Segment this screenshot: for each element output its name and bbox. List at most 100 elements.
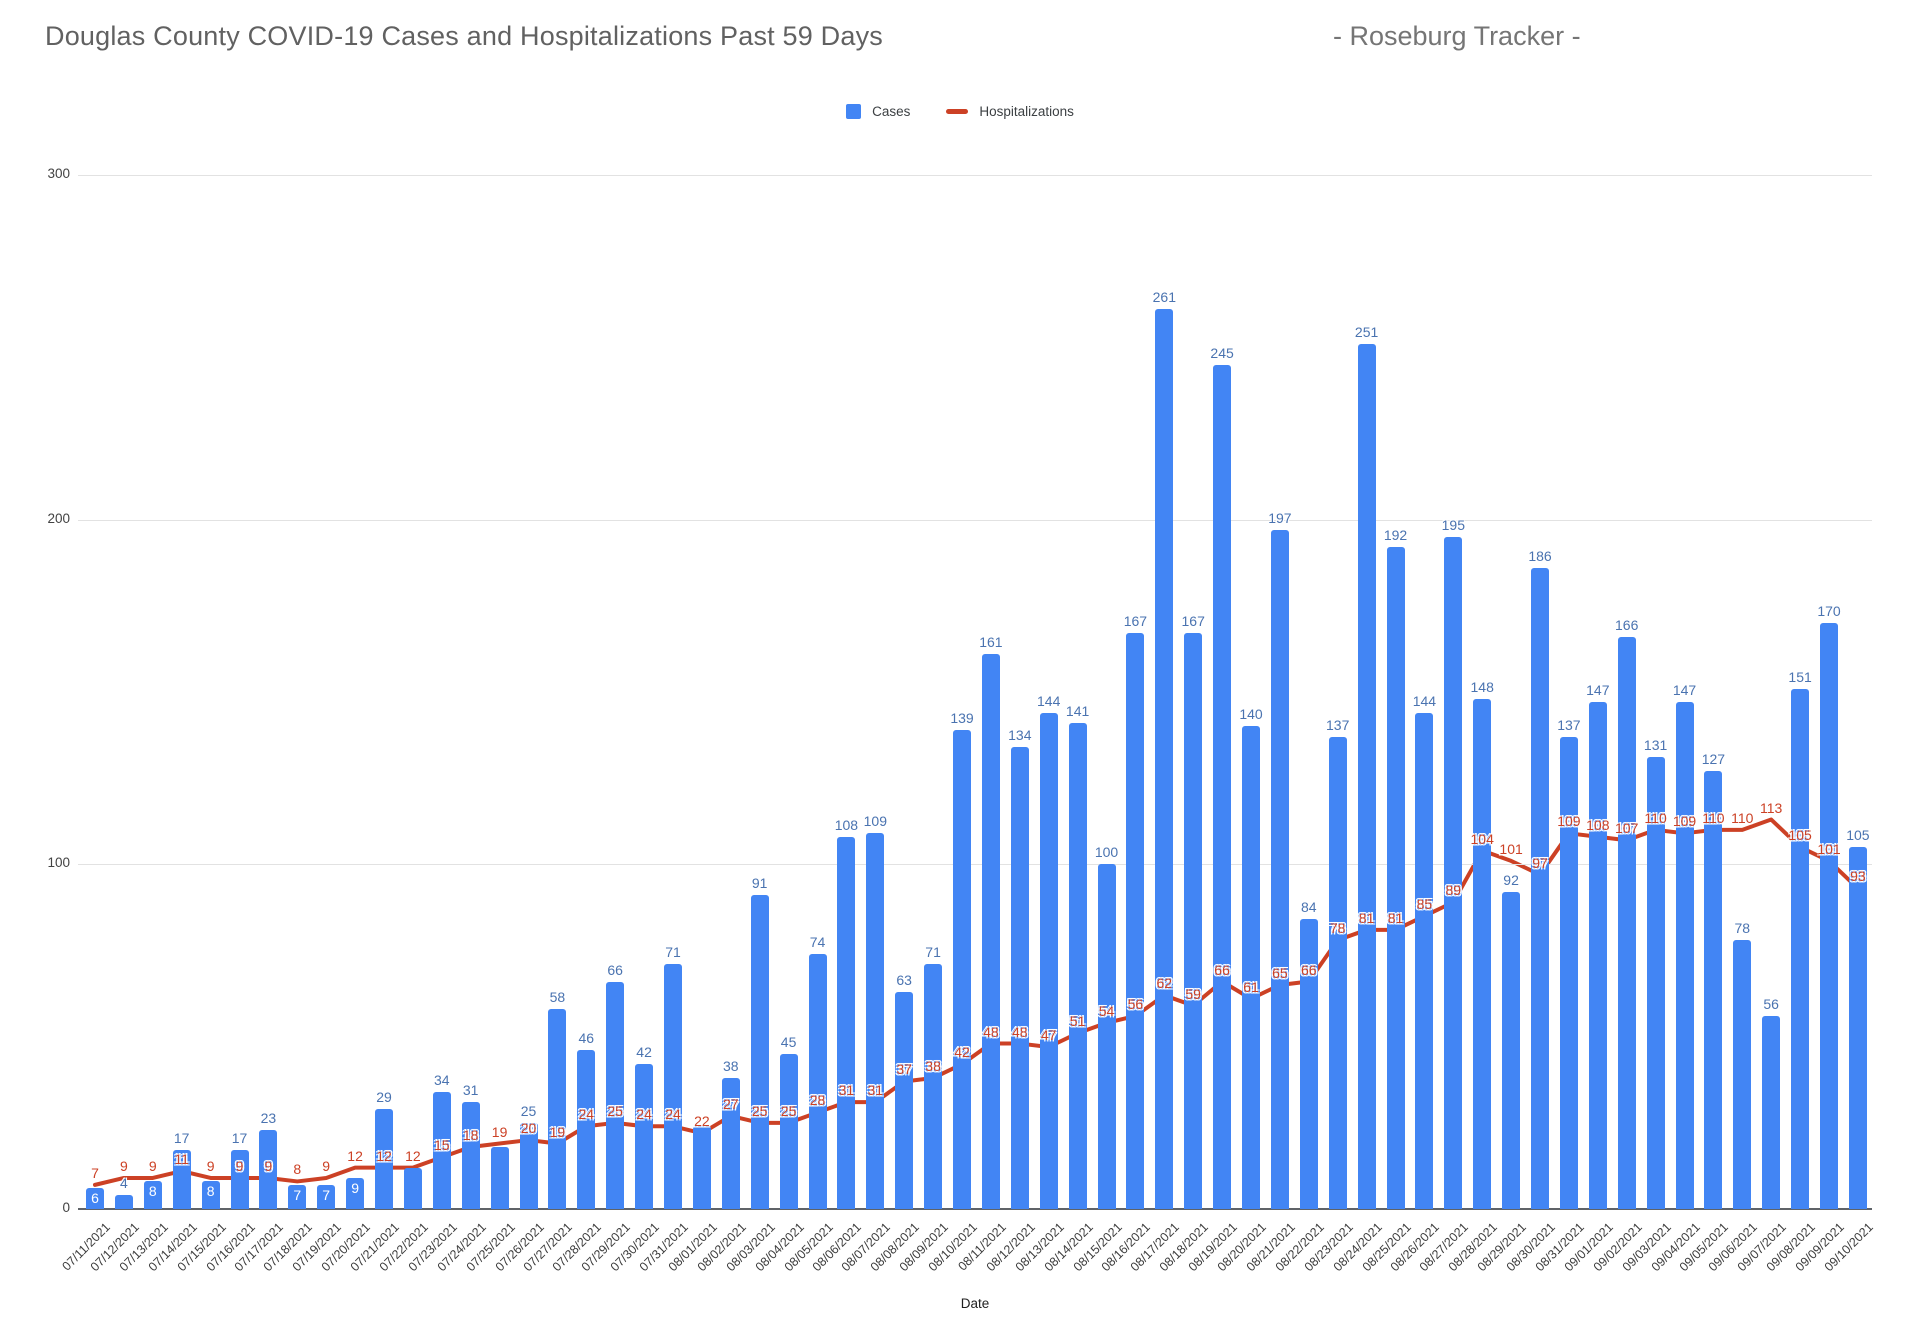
gridline: [78, 519, 1872, 521]
case-value-label: 197: [1268, 510, 1292, 526]
hospitalization-value-label: 37: [896, 1061, 912, 1078]
case-value-label: 7: [293, 1186, 302, 1203]
case-bar: [1646, 757, 1665, 1209]
case-value-label: 251: [1354, 323, 1379, 340]
case-value-label: 151: [1788, 668, 1812, 685]
hospitalization-value-label: 9: [322, 1157, 331, 1174]
case-bar: [1444, 536, 1463, 1209]
case-bar: [114, 1195, 133, 1209]
case-value-label: 139: [950, 709, 974, 726]
cases-swatch-icon: [846, 103, 862, 119]
case-value-label: 71: [925, 944, 941, 961]
case-value-label: 186: [1528, 547, 1552, 564]
case-bar: [143, 1181, 162, 1209]
hospitalization-value-label: 66: [1301, 961, 1317, 978]
hospitalizations-swatch-icon: [946, 108, 969, 114]
hospitalization-value-label: 28: [809, 1092, 826, 1109]
case-value-label: 84: [1301, 899, 1317, 916]
case-bar: [1848, 847, 1867, 1209]
case-bar: [981, 654, 1000, 1209]
hospitalization-value-label: 101: [1817, 840, 1841, 857]
hospitalization-value-label: 9: [119, 1157, 128, 1174]
hospitalization-value-label: 11: [174, 1151, 189, 1168]
hospitalization-value-label: 107: [1615, 820, 1639, 837]
case-bar: [317, 1184, 336, 1209]
legend-label-hospitalizations: Hospitalizations: [979, 103, 1074, 119]
hospitalization-value-label: 61: [1243, 978, 1259, 995]
case-value-label: 137: [1326, 716, 1350, 733]
hospitalization-value-label: 20: [520, 1120, 537, 1137]
case-value-label: 31: [462, 1082, 479, 1099]
hospitalization-value-label: 12: [347, 1147, 363, 1164]
case-bar: [808, 953, 827, 1209]
case-bar: [1357, 343, 1376, 1209]
case-value-label: 100: [1094, 844, 1119, 861]
case-value-label: 137: [1557, 716, 1581, 733]
case-value-label: 8: [148, 1183, 157, 1200]
legend-label-cases: Cases: [872, 103, 911, 119]
case-value-label: 161: [979, 634, 1003, 651]
case-bar: [1184, 633, 1203, 1209]
case-value-label: 127: [1701, 751, 1726, 768]
hospitalization-value-label: 56: [1127, 995, 1144, 1012]
hospitalization-value-label: 9: [264, 1157, 273, 1174]
case-bar: [375, 1109, 393, 1209]
case-value-label: 147: [1586, 682, 1610, 699]
hospitalization-value-label: 65: [1272, 964, 1288, 981]
x-axis-title: Date: [960, 1296, 990, 1311]
case-bar: [924, 964, 943, 1209]
case-value-label: 74: [809, 933, 826, 950]
case-value-label: 17: [231, 1130, 248, 1147]
case-value-label: 45: [780, 1033, 797, 1050]
hospitalization-value-label: 42: [954, 1044, 970, 1061]
case-value-label: 166: [1615, 616, 1639, 633]
hospitalization-value-label: 18: [462, 1126, 479, 1143]
hospitalization-value-label: 51: [1069, 1013, 1086, 1030]
hospitalization-value-label: 12: [405, 1147, 421, 1164]
hospitalization-value-label: 48: [1012, 1023, 1028, 1040]
case-bar: [1386, 547, 1405, 1209]
hospitalization-value-label: 24: [636, 1106, 652, 1123]
case-value-label: 17: [173, 1130, 190, 1147]
hospitalization-value-label: 66: [1214, 961, 1230, 978]
case-bar: [1155, 309, 1174, 1209]
case-bar: [779, 1053, 798, 1209]
hospitalization-value-label: 85: [1416, 896, 1433, 913]
case-value-label: 144: [1037, 692, 1061, 709]
case-value-label: 109: [863, 813, 887, 830]
case-value-label: 42: [636, 1044, 652, 1061]
case-bar: [172, 1150, 191, 1209]
case-bar: [606, 981, 625, 1209]
case-bar: [1502, 891, 1521, 1209]
case-value-label: 144: [1412, 692, 1437, 709]
hospitalization-value-label: 110: [1702, 809, 1725, 826]
case-value-label: 92: [1503, 871, 1519, 888]
legend-item-hospitalizations: Hospitalizations: [946, 104, 1074, 119]
case-bar: [519, 1122, 538, 1209]
hospitalization-value-label: 105: [1788, 827, 1812, 844]
case-bar: [953, 729, 971, 1209]
case-bar: [1559, 736, 1578, 1209]
case-bar: [1531, 567, 1549, 1209]
case-value-label: 261: [1152, 289, 1176, 306]
legend: Cases Hospitalizations: [0, 96, 1920, 126]
case-bar: [837, 836, 856, 1209]
case-bar: [1242, 726, 1260, 1209]
hospitalization-value-label: 47: [1040, 1027, 1057, 1043]
case-bar: [288, 1184, 307, 1209]
case-value-label: 6: [91, 1190, 99, 1207]
case-value-label: 56: [1763, 995, 1779, 1012]
case-value-label: 192: [1383, 527, 1408, 544]
hospitalization-value-label: 81: [1387, 909, 1404, 926]
case-bar: [1675, 702, 1694, 1209]
hospitalization-value-label: 109: [1672, 813, 1697, 830]
hospitalization-value-label: 25: [780, 1102, 797, 1119]
case-bar: [1762, 1015, 1781, 1209]
hospitalization-value-label: 62: [1156, 975, 1173, 992]
case-value-label: 148: [1470, 678, 1494, 695]
hospitalization-value-label: 81: [1358, 909, 1375, 926]
y-tick-label: 0: [62, 1200, 70, 1215]
hospitalization-value-label: 110: [1644, 809, 1667, 826]
case-bar: [432, 1091, 451, 1209]
